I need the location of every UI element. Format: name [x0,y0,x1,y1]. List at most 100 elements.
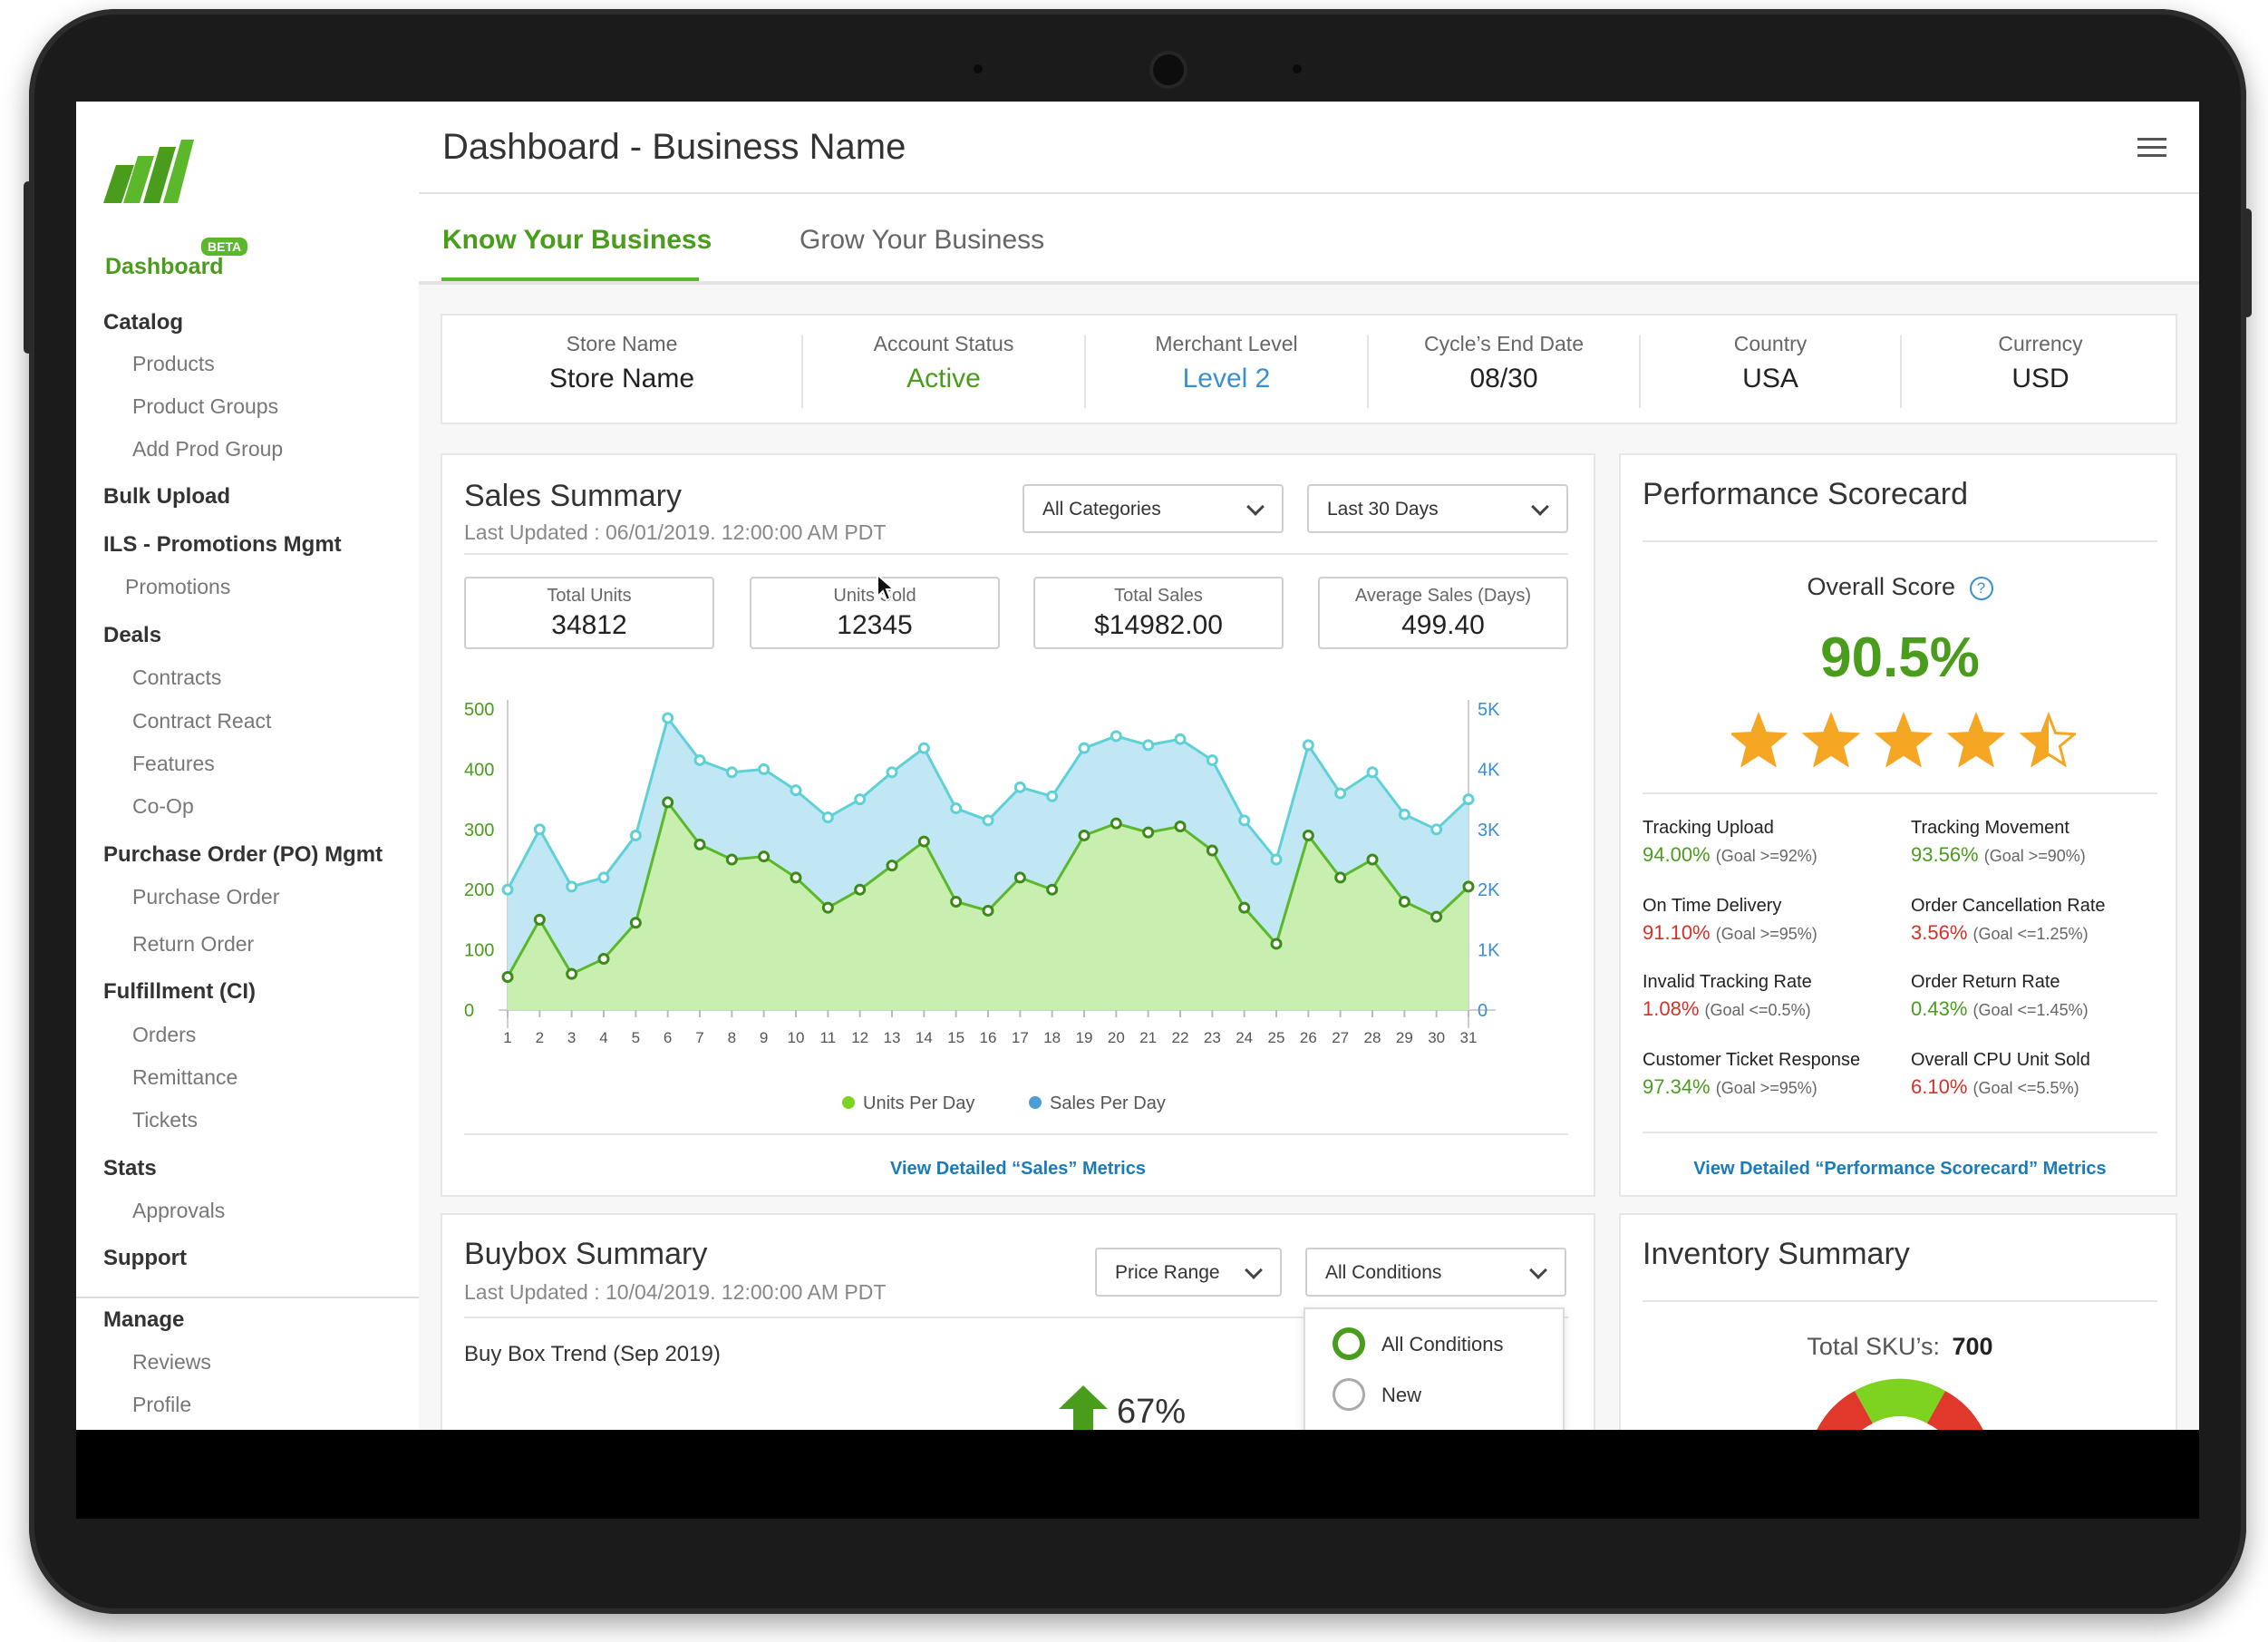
sidebar-item-purchase-order-po-mgmt[interactable]: Purchase Order (PO) Mgmt [103,842,383,867]
info-separator [1900,335,1902,408]
hamburger-menu-icon[interactable] [2137,138,2166,162]
category-select[interactable]: All Categories [1023,484,1284,533]
x-tick-label: 18 [1043,1029,1061,1046]
metric-name: Invalid Tracking Rate [1643,972,1812,992]
tab-grow-your-business[interactable]: Grow Your Business [800,225,1045,255]
sidebar-item-co-op[interactable]: Co-Op [132,794,194,818]
sidebar-item-return-order[interactable]: Return Order [132,932,255,956]
metric-value: 3.56% (Goal <=1.25%) [1911,921,2089,945]
sidebar-divider [76,1297,419,1298]
sidebar-item-orders[interactable]: Orders [132,1023,197,1046]
star-icon [1946,711,2006,768]
chevron-down-icon [1531,498,1549,516]
radio-label-all-conditions[interactable]: All Conditions [1381,1333,1504,1355]
sales-point [1078,742,1090,754]
sales-point [533,823,546,836]
sales-point [1013,781,1026,793]
x-tick-label: 31 [1460,1029,1478,1046]
tablet-side-button [2243,209,2252,317]
metric-name: Order Return Rate [1911,972,2060,992]
sidebar-item-bulk-upload[interactable]: Bulk Upload [103,484,231,509]
y-right-tick-label: 0 [1478,1001,1488,1021]
conditions-select-value: All Conditions [1325,1262,1442,1283]
stat-value: $14982.00 [1094,610,1223,640]
sales-point [790,784,802,797]
tab-know-your-business[interactable]: Know Your Business [442,225,712,255]
x-tick-label: 2 [536,1029,544,1046]
sidebar-item-products[interactable]: Products [132,352,215,375]
x-tick-label: 27 [1332,1029,1349,1046]
y-left-tick-label: 0 [464,1001,474,1021]
sidebar-item-product-groups[interactable]: Product Groups [132,394,279,418]
conditions-dropdown-menu: All Conditions New [1304,1307,1565,1430]
x-tick-label: 30 [1428,1029,1445,1046]
date-range-select[interactable]: Last 30 Days [1307,484,1568,533]
x-tick-label: 19 [1076,1029,1093,1046]
date-range-select-value: Last 30 Days [1327,499,1439,520]
inventory-gauge [1817,1378,1983,1430]
sales-point [886,766,898,779]
info-value: Store Name [548,364,695,393]
sidebar-item-purchase-order[interactable]: Purchase Order [132,885,280,908]
main-content: Dashboard - Business Name Know Your Busi… [419,102,2199,1430]
units-point [693,838,706,850]
legend-sales-label: Sales Per Day [1050,1093,1166,1113]
sidebar-item-remittance[interactable]: Remittance [132,1065,238,1089]
conditions-select[interactable]: All Conditions [1305,1248,1566,1297]
sales-point [917,742,930,754]
sidebar-item-dashboard[interactable]: Dashboard [105,254,224,279]
units-point [1398,895,1410,908]
sidebar-item-contract-react[interactable]: Contract React [132,709,272,733]
top-header: Dashboard - Business Name [419,102,2199,194]
help-icon[interactable]: ? [1969,576,1993,600]
x-tick-label: 22 [1172,1029,1189,1046]
radio-label-new[interactable]: New [1381,1384,1422,1406]
units-point [1366,853,1379,866]
metric-goal: (Goal <=1.45%) [1972,1001,2089,1019]
sidebar-item-add-prod-group[interactable]: Add Prod Group [132,437,284,461]
units-point [821,901,834,914]
sidebar-item-profile[interactable]: Profile [132,1393,192,1416]
info-separator [1639,335,1641,408]
units-point [725,853,738,866]
screen-bezel-bottom [76,1430,2199,1519]
x-tick-label: 9 [760,1029,768,1046]
y-right-tick-label: 5K [1478,700,1500,720]
sidebar-item-contracts[interactable]: Contracts [132,666,222,689]
sales-point [1398,808,1410,821]
metric-name: Tracking Upload [1643,818,1774,838]
radio-all-conditions[interactable] [1333,1327,1365,1360]
divider [464,1133,1568,1135]
stat-label: Total Units [547,586,632,606]
metric-percent: 97.34% [1643,1075,1716,1098]
sidebar-item-fulfillment-ci[interactable]: Fulfillment (CI) [103,979,256,1004]
sidebar-item-promotions[interactable]: Promotions [125,575,231,598]
sidebar-item-support[interactable]: Support [103,1246,187,1270]
beta-badge: BETA [201,238,248,256]
stat-units-sold: Units Sold 12345 [750,577,1000,649]
overall-score-label: Overall Score [1807,573,1956,600]
units-point [629,917,642,929]
sidebar-item-reviews[interactable]: Reviews [132,1350,211,1374]
view-sales-metrics-link[interactable]: View Detailed “Sales” Metrics [890,1159,1146,1179]
sidebar-item-manage[interactable]: Manage [103,1307,185,1332]
sidebar-item-approvals[interactable]: Approvals [132,1199,226,1222]
view-scorecard-metrics-link[interactable]: View Detailed “Performance Scorecard” Me… [1693,1159,2107,1179]
sidebar-item-ils-promotions-mgmt[interactable]: ILS - Promotions Mgmt [103,532,342,557]
sidebar-item-stats[interactable]: Stats [103,1156,157,1180]
brand-logo-icon [103,140,194,203]
sidebar-item-catalog[interactable]: Catalog [103,310,184,335]
sidebar-item-features[interactable]: Features [132,752,215,775]
price-range-select[interactable]: Price Range [1095,1248,1282,1297]
metric-goal: (Goal >=92%) [1715,847,1817,865]
buybox-trend-title: Buy Box Trend (Sep 2019) [464,1342,721,1366]
sidebar-item-deals[interactable]: Deals [103,623,162,647]
screen: BETA Dashboard Catalog Products Product Gr… [76,102,2199,1430]
x-tick-label: 23 [1204,1029,1221,1046]
legend-sales-swatch [1029,1096,1042,1109]
units-point [1462,880,1475,893]
sidebar-item-tickets[interactable]: Tickets [132,1108,198,1132]
radio-new[interactable] [1333,1378,1365,1411]
info-label: Account Status [873,332,1014,355]
